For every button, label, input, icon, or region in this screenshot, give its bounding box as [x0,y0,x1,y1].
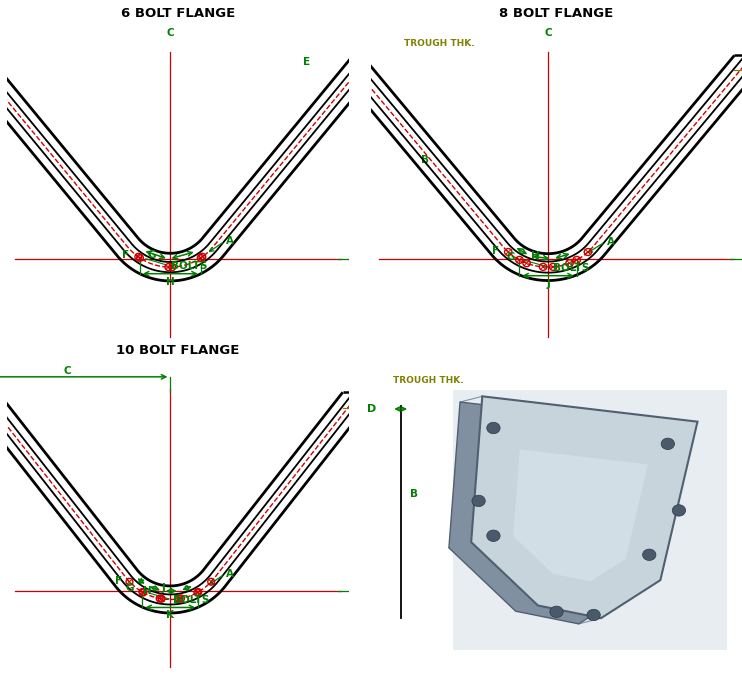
Circle shape [487,530,500,542]
Polygon shape [471,396,697,618]
Circle shape [487,422,500,433]
Circle shape [672,505,686,516]
Text: TROUGH THK.: TROUGH THK. [393,376,463,384]
Text: F: F [492,246,499,256]
Text: TROUGH THK.: TROUGH THK. [404,39,475,48]
Text: BOLTS: BOLTS [174,595,210,605]
Text: H: H [143,586,151,596]
FancyBboxPatch shape [453,390,727,650]
Text: F: F [114,576,122,586]
Circle shape [643,549,656,560]
Text: A: A [226,236,234,246]
Text: BOLTS: BOLTS [553,263,589,273]
Circle shape [550,606,563,617]
Text: BOLTS: BOLTS [171,261,207,271]
Polygon shape [449,402,675,624]
Text: A: A [607,237,615,247]
Text: G: G [507,252,516,263]
Title: 10 BOLT FLANGE: 10 BOLT FLANGE [116,344,240,357]
Text: J: J [546,278,550,289]
Text: G: G [125,584,134,593]
Text: C: C [544,28,552,39]
Text: B: B [421,154,429,165]
Text: K: K [166,610,174,620]
Title: 8 BOLT FLANGE: 8 BOLT FLANGE [499,6,614,19]
Polygon shape [513,449,648,582]
Text: J: J [162,583,166,593]
Circle shape [587,609,600,621]
Text: H: H [166,276,174,287]
Text: G: G [148,250,156,260]
Text: C: C [64,366,71,376]
Text: C: C [166,28,174,39]
Circle shape [472,495,485,506]
Text: E: E [303,56,310,67]
Text: A: A [226,569,234,579]
Text: F: F [122,249,129,260]
Title: 6 BOLT FLANGE: 6 BOLT FLANGE [121,6,235,19]
Text: B: B [410,489,418,499]
Circle shape [661,438,674,449]
Text: D: D [367,404,377,414]
Text: H: H [531,251,540,261]
